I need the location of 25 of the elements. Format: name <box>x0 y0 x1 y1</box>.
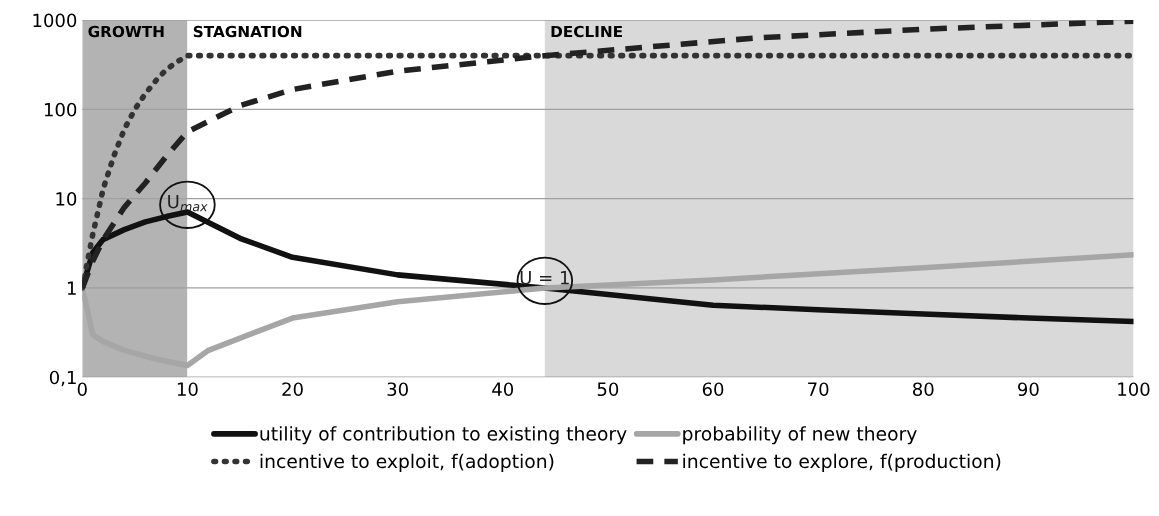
band-label: DECLINE <box>551 25 622 38</box>
legend-label: probability of new theory <box>683 426 917 445</box>
x-tick-label: 50 <box>597 382 619 397</box>
y-tick-label: 0,1 <box>49 370 76 387</box>
x-tick-label: 30 <box>387 382 408 397</box>
y-tick-label: 100 <box>44 102 77 117</box>
x-tick-label: 20 <box>282 382 303 397</box>
x-tick-label: 0 <box>77 382 87 397</box>
y-tick-label: 10 <box>56 192 77 206</box>
y-tick-label: 1 <box>67 281 76 295</box>
band-label: GROWTH <box>88 25 164 38</box>
x-tick-label: 70 <box>808 382 829 397</box>
legend-label: utility of contribution to existing theory <box>260 426 627 445</box>
annotation: U$_{max}$ <box>168 195 208 212</box>
x-tick-label: 90 <box>1018 382 1039 397</box>
band-label: STAGNATION <box>193 25 302 38</box>
annotation: U = 1 <box>520 271 569 285</box>
legend-label: incentive to explore, f(production) <box>683 453 1001 472</box>
y-tick-label: 1000 <box>33 13 77 28</box>
x-tick-label: 60 <box>702 382 724 397</box>
x-tick-label: 80 <box>913 382 934 397</box>
x-tick-label: 100 <box>1118 382 1150 397</box>
legend-label: incentive to exploit, f(adoption) <box>260 453 554 472</box>
x-tick-label: 10 <box>177 382 198 397</box>
x-tick-label: 40 <box>492 382 514 397</box>
